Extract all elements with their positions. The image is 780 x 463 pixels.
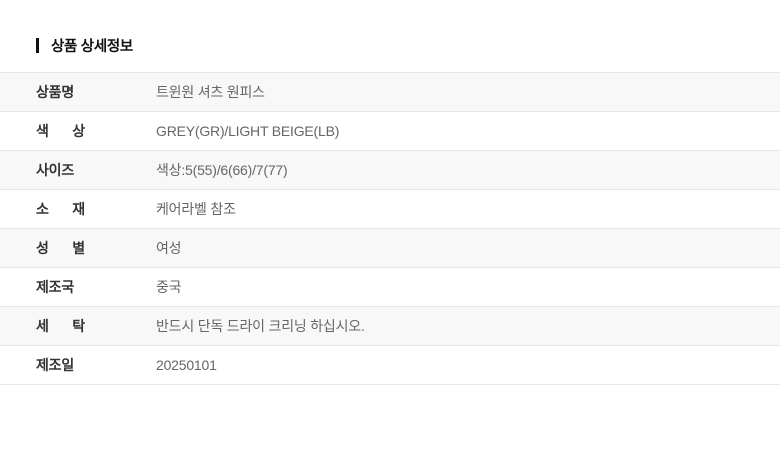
spec-row: 사이즈 색상:5(55)/6(66)/7(77): [0, 151, 780, 190]
spec-label: 상품명: [36, 84, 75, 100]
spec-value: GREY(GR)/LIGHT BEIGE(LB): [156, 123, 340, 139]
spec-label: 소 재: [36, 201, 85, 217]
spec-row: 세 탁 반드시 단독 드라이 크리닝 하십시오.: [0, 307, 780, 346]
spec-value: 트윈원 셔츠 원피스: [156, 84, 265, 100]
spec-label: 성 별: [36, 240, 85, 256]
spec-value: 중국: [156, 279, 182, 295]
spec-label: 제조일: [36, 357, 75, 373]
spec-row: 소 재 케어라벨 참조: [0, 190, 780, 229]
spec-row: 상품명 트윈원 셔츠 원피스: [0, 73, 780, 112]
spec-label: 색 상: [36, 123, 85, 139]
section-title-bar-icon: [36, 37, 39, 53]
spec-value: 20250101: [156, 357, 217, 373]
spec-value: 케어라벨 참조: [156, 201, 236, 217]
spec-label: 제조국: [36, 279, 75, 295]
spec-value: 반드시 단독 드라이 크리닝 하십시오.: [156, 318, 365, 334]
spec-row: 제조국 중국: [0, 268, 780, 307]
spec-row: 색 상 GREY(GR)/LIGHT BEIGE(LB): [0, 112, 780, 151]
spec-label: 세 탁: [36, 318, 85, 334]
spec-value: 여성: [156, 240, 182, 256]
spec-label: 사이즈: [36, 162, 75, 178]
section-title: 상품 상세정보: [51, 38, 133, 55]
section-header: 상품 상세정보: [36, 36, 780, 55]
spec-row: 성 별 여성: [0, 229, 780, 268]
spec-value: 색상:5(55)/6(66)/7(77): [156, 162, 288, 178]
spec-row: 제조일 20250101: [0, 346, 780, 385]
